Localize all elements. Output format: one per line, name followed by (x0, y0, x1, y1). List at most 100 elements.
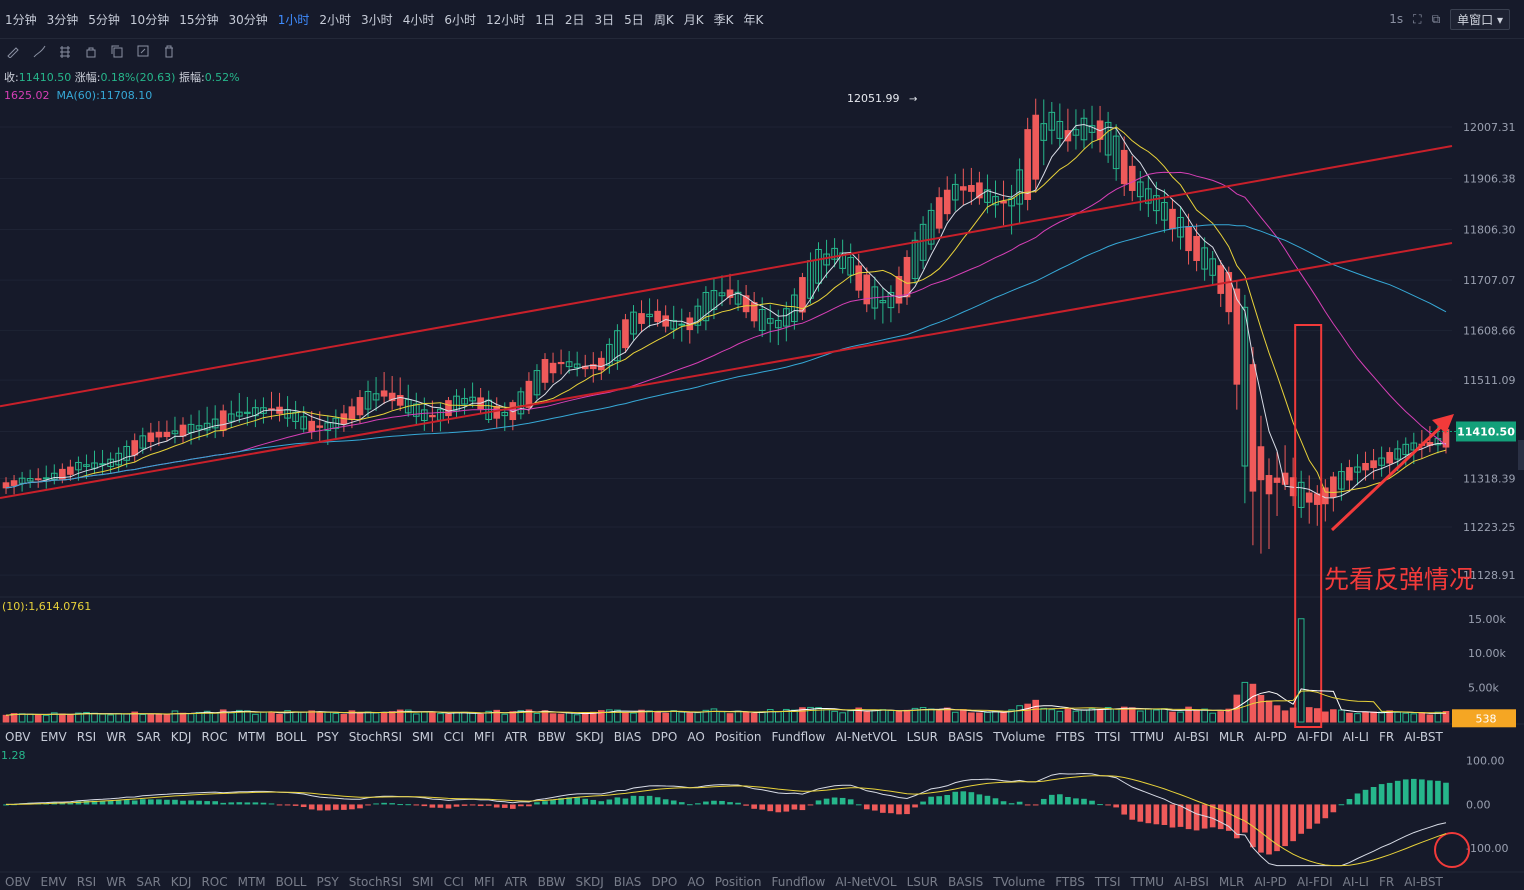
volume-bar-20 (163, 714, 171, 723)
indicator-tab-psy[interactable]: PSY (316, 730, 339, 744)
timeframe-2[interactable]: 5分钟 (88, 12, 120, 27)
indicator-tab-lsur[interactable]: LSUR (906, 730, 939, 744)
timeframe-toolbar: 1分钟 3分钟 5分钟 10分钟 15分钟 30分钟 1小时 2小时 3小时 4小时 6小时 12小时… (0, 0, 1524, 39)
edit-icon[interactable] (134, 42, 152, 60)
volume-bar-29 (235, 709, 243, 723)
timeframe-11[interactable]: 12小时 (485, 12, 526, 27)
window-mode-dropdown[interactable]: 单窗口 ▾ (1450, 8, 1510, 30)
candle-body (694, 305, 702, 326)
volume-bar-119 (959, 709, 967, 723)
indicator-tab-ttsi[interactable]: TTSI (1094, 730, 1121, 744)
timeframe-10[interactable]: 6小时 (444, 12, 476, 27)
interval-label[interactable]: 1s (1389, 12, 1404, 26)
indicator-tab-bias[interactable]: BIAS (613, 730, 642, 744)
timeframe-14[interactable]: 3日 (594, 12, 615, 27)
timeframe-6[interactable]: 1小时 (277, 12, 310, 27)
candle-105 (847, 243, 855, 284)
osc-bar-73 (590, 799, 597, 805)
volume-bar-138 (1112, 708, 1120, 723)
timeframe-3[interactable]: 10分钟 (129, 12, 170, 27)
timeframe-15[interactable]: 5日 (624, 12, 644, 27)
candle-body (308, 420, 316, 433)
indicator-tab-ttmu[interactable]: TTMU (1130, 730, 1165, 744)
indicator-tab-skdj[interactable]: SKDJ (575, 730, 604, 744)
indicator-tab-ai-bsi[interactable]: AI-BSI (1174, 730, 1209, 744)
timeframe-16[interactable]: 周K (653, 12, 674, 27)
osc-bar-46 (373, 803, 379, 805)
indicator-tab-mfi[interactable]: MFI (473, 730, 495, 744)
timeframe-17[interactable]: 月K (683, 12, 704, 27)
indicator-tab-position[interactable]: Position (714, 730, 762, 744)
indicator-tab-mlr[interactable]: MLR (1218, 730, 1245, 744)
indicator-tab-bbw[interactable]: BBW (537, 730, 566, 744)
candle-148 (1193, 223, 1200, 272)
indicator-tab-tvolume[interactable]: TVolume (993, 730, 1046, 744)
osc-bar-62 (501, 804, 508, 808)
volume-bar-130 (1048, 709, 1056, 723)
indicator-tab-sar[interactable]: SAR (136, 730, 161, 744)
volume-bar-124 (1000, 711, 1007, 723)
indicator-tab-fundflow[interactable]: Fundflow (771, 730, 826, 744)
volume-bar-57 (461, 711, 468, 723)
fullscreen-icon[interactable]: ⛶ (1413, 11, 1422, 26)
indicator-tab-cci[interactable]: CCI (443, 730, 464, 744)
timeframe-8[interactable]: 3小时 (361, 12, 393, 27)
indicator-tab-smi[interactable]: SMI (412, 730, 434, 744)
osc-bar-30 (244, 802, 251, 805)
indicator-tab-wr[interactable]: WR (106, 730, 127, 744)
indicator-tab-kdj[interactable]: KDJ (170, 730, 192, 744)
indicator-tab-ftbs[interactable]: FTBS (1055, 730, 1085, 744)
candle-body (1016, 169, 1023, 205)
timeframe-9[interactable]: 4小时 (402, 12, 435, 27)
indicator-tab-ai-bst[interactable]: AI-BST (1404, 730, 1443, 744)
candle-body (718, 292, 726, 297)
lock-icon[interactable] (82, 42, 100, 60)
volume-bar-23 (187, 713, 195, 723)
volume-tick-label-1: 10.00k (1468, 647, 1506, 660)
close-label: 收: (4, 71, 19, 84)
indicator-tab-ai-netvol[interactable]: AI-NetVOL (835, 730, 897, 744)
indicator-tab-ai-fdi[interactable]: AI-FDI (1296, 730, 1333, 744)
candle-body (1008, 197, 1015, 207)
indicator-tab-dpo[interactable]: DPO (651, 730, 678, 744)
pattern-icon[interactable] (56, 42, 74, 60)
candle-body (831, 247, 838, 260)
timeframe-13[interactable]: 2日 (564, 12, 585, 27)
osc-bar-98 (791, 804, 798, 810)
indicator-tab-obv[interactable]: OBV (5, 730, 31, 744)
indicator-tab-ai-pd[interactable]: AI-PD (1254, 730, 1287, 744)
timeframe-7[interactable]: 2小时 (319, 12, 352, 27)
osc-bar-137 (1105, 804, 1111, 806)
indicator-tab-fr[interactable]: FR (1378, 730, 1395, 744)
indicator-tab-boll[interactable]: BOLL (275, 730, 307, 744)
indicator-tab-basis[interactable]: BASIS (948, 730, 984, 744)
indicator-tab-mtm[interactable]: MTM (237, 730, 266, 744)
timeframe-18[interactable]: 季K (713, 12, 734, 27)
indicator-tab-ai-li[interactable]: AI-LI (1342, 730, 1369, 744)
timeframe-0[interactable]: 1分钟 (5, 12, 37, 27)
candle-body (1297, 481, 1305, 508)
timeframe-4[interactable]: 15分钟 (179, 12, 219, 27)
screenshot-icon[interactable]: ⧉ (1431, 11, 1441, 26)
timeframe-19[interactable]: 年K (743, 12, 764, 27)
indicator-tab-atr[interactable]: ATR (504, 730, 528, 744)
copy-icon[interactable] (108, 42, 126, 60)
indicator-tab-roc[interactable]: ROC (201, 730, 228, 744)
candle-64 (517, 387, 525, 420)
timeframe-1[interactable]: 3分钟 (46, 12, 79, 27)
indicator-tab-ao[interactable]: AO (687, 730, 705, 744)
candle-body (1201, 247, 1208, 270)
indicator-tab-emv[interactable]: EMV (40, 730, 67, 744)
osc-bar-160 (1290, 804, 1296, 842)
osc-bar-23 (188, 800, 194, 805)
timeframe-12[interactable]: 1日 (535, 12, 555, 27)
pencil-icon[interactable] (4, 42, 22, 60)
volume-bar-45 (364, 711, 372, 723)
trash-icon[interactable] (160, 42, 178, 60)
indicator-tab-stochrsi[interactable]: StochRSI (348, 730, 403, 744)
indicator-tab-rsi[interactable]: RSI (76, 730, 97, 744)
candle-91 (734, 280, 742, 311)
brush-icon[interactable] (30, 42, 48, 60)
timeframe-5[interactable]: 30分钟 (228, 12, 268, 27)
